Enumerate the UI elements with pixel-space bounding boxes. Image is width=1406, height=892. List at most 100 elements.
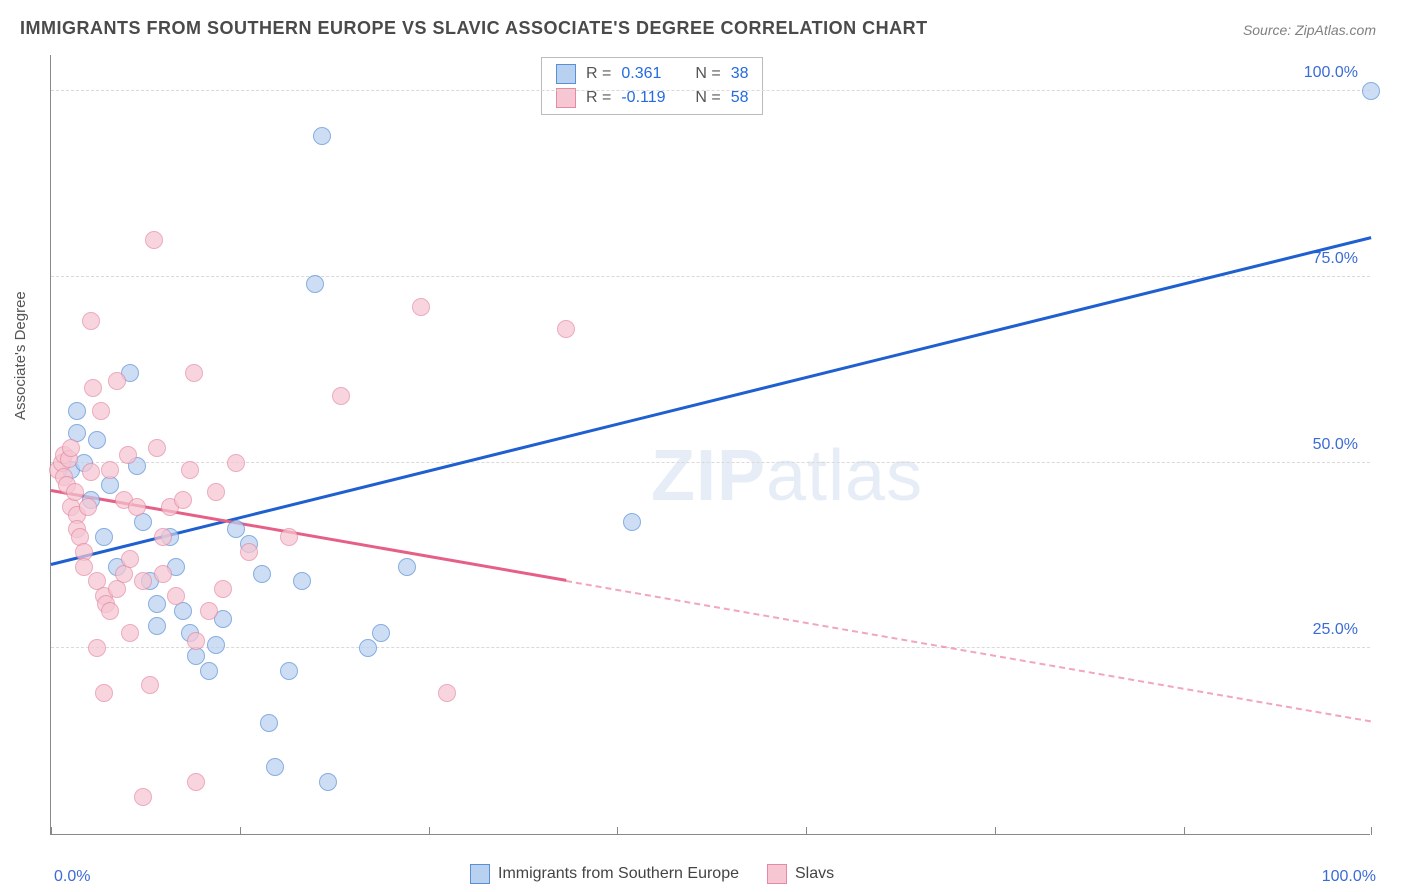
chart-plot-area: ZIPatlas R = 0.361 N = 38 R = -0.119 N = 58 25.… (50, 55, 1370, 835)
data-point (167, 587, 185, 605)
data-point (266, 758, 284, 776)
x-tick (240, 827, 241, 835)
data-point (148, 439, 166, 457)
data-point (68, 402, 86, 420)
data-point (134, 788, 152, 806)
y-axis-label: Associate's Degree (12, 291, 29, 420)
data-point (306, 275, 324, 293)
gridline (51, 276, 1370, 277)
trend-line (566, 580, 1372, 722)
data-point (75, 558, 93, 576)
data-point (145, 231, 163, 249)
y-tick-label: 25.0% (1313, 621, 1358, 639)
x-tick (1184, 827, 1185, 835)
legend-swatch (767, 864, 787, 884)
x-tick (51, 827, 52, 835)
data-point (95, 684, 113, 702)
data-point (92, 402, 110, 420)
data-point (148, 617, 166, 635)
data-point (181, 461, 199, 479)
data-point (412, 298, 430, 316)
data-point (240, 543, 258, 561)
r-value: -0.119 (621, 89, 685, 107)
gridline (51, 647, 1370, 648)
legend-label: Immigrants from Southern Europe (498, 865, 739, 883)
n-value: 58 (731, 89, 749, 107)
data-point (62, 439, 80, 457)
data-point (207, 483, 225, 501)
x-tick (995, 827, 996, 835)
data-point (66, 483, 84, 501)
r-value: 0.361 (621, 65, 685, 83)
legend-swatch (556, 64, 576, 84)
data-point (214, 580, 232, 598)
data-point (623, 513, 641, 531)
legend-swatch (470, 864, 490, 884)
data-point (359, 639, 377, 657)
x-tick (806, 827, 807, 835)
r-label: R = (586, 89, 611, 107)
data-point (101, 602, 119, 620)
x-tick (1371, 827, 1372, 835)
data-point (280, 662, 298, 680)
data-point (260, 714, 278, 732)
data-point (79, 498, 97, 516)
gridline (51, 90, 1370, 91)
x-tick-label-left: 0.0% (54, 868, 90, 886)
data-point (174, 491, 192, 509)
watermark: ZIPatlas (651, 435, 923, 517)
data-point (280, 528, 298, 546)
n-label: N = (695, 89, 720, 107)
x-tick (617, 827, 618, 835)
legend-item: Immigrants from Southern Europe (470, 864, 739, 884)
source-label: Source: ZipAtlas.com (1243, 22, 1376, 38)
legend-series: Immigrants from Southern Europe Slavs (470, 864, 834, 884)
data-point (185, 364, 203, 382)
legend-correlation-box: R = 0.361 N = 38 R = -0.119 N = 58 (541, 57, 763, 115)
trend-line (51, 237, 1372, 567)
data-point (128, 498, 146, 516)
data-point (253, 565, 271, 583)
y-tick-label: 50.0% (1313, 436, 1358, 454)
data-point (82, 312, 100, 330)
data-point (108, 372, 126, 390)
data-point (200, 602, 218, 620)
legend-label: Slavs (795, 865, 834, 883)
chart-title: IMMIGRANTS FROM SOUTHERN EUROPE VS SLAVI… (20, 18, 928, 39)
legend-item: Slavs (767, 864, 834, 884)
gridline (51, 462, 1370, 463)
r-label: R = (586, 65, 611, 83)
data-point (121, 624, 139, 642)
data-point (207, 636, 225, 654)
x-tick (429, 827, 430, 835)
data-point (372, 624, 390, 642)
data-point (88, 431, 106, 449)
data-point (293, 572, 311, 590)
n-value: 38 (731, 65, 749, 83)
data-point (88, 639, 106, 657)
data-point (227, 454, 245, 472)
x-tick-label-right: 100.0% (1322, 868, 1376, 886)
n-label: N = (695, 65, 720, 83)
data-point (141, 676, 159, 694)
legend-stat-row: R = 0.361 N = 38 (556, 62, 748, 86)
data-point (95, 528, 113, 546)
data-point (119, 446, 137, 464)
data-point (319, 773, 337, 791)
data-point (121, 550, 139, 568)
data-point (1362, 82, 1380, 100)
data-point (148, 595, 166, 613)
data-point (82, 463, 100, 481)
data-point (134, 572, 152, 590)
data-point (438, 684, 456, 702)
data-point (332, 387, 350, 405)
y-tick-label: 100.0% (1304, 64, 1358, 82)
data-point (398, 558, 416, 576)
data-point (84, 379, 102, 397)
y-tick-label: 75.0% (1313, 250, 1358, 268)
data-point (227, 520, 245, 538)
data-point (313, 127, 331, 145)
data-point (101, 461, 119, 479)
data-point (557, 320, 575, 338)
data-point (154, 565, 172, 583)
